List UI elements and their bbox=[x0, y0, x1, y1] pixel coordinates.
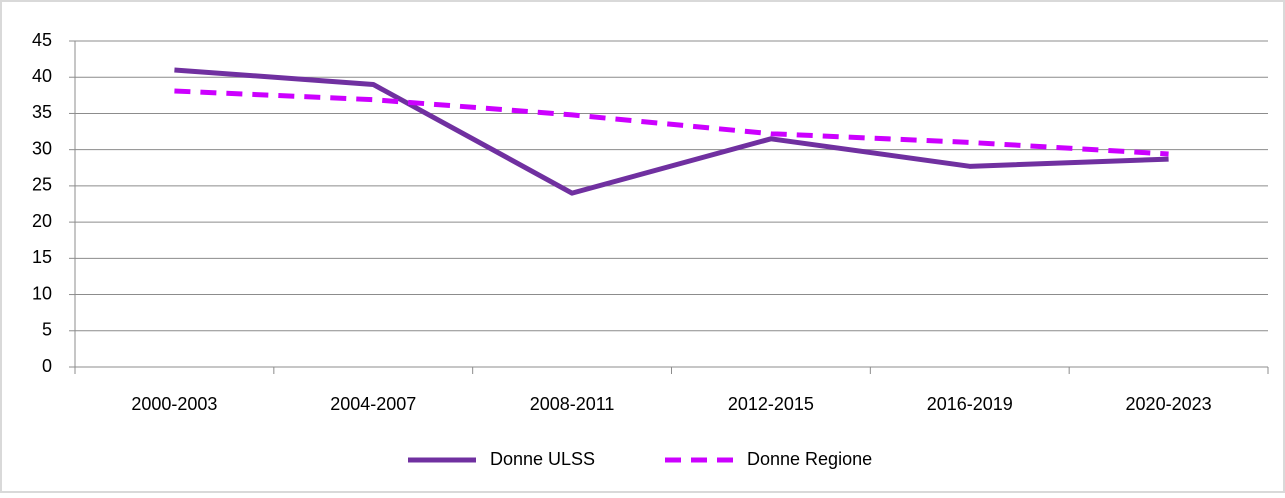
x-tick-label: 2016-2019 bbox=[927, 394, 1013, 414]
x-tick-label: 2008-2011 bbox=[530, 394, 615, 414]
y-tick-label: 35 bbox=[32, 102, 52, 122]
y-tick-label: 20 bbox=[32, 211, 52, 231]
data-line bbox=[174, 88, 1169, 157]
y-tick-label: 15 bbox=[32, 247, 52, 267]
x-tick-label: 2000-2003 bbox=[131, 394, 217, 414]
legend-label: Donne ULSS bbox=[490, 449, 595, 469]
data-line bbox=[174, 67, 1169, 196]
x-tick-label: 2020-2023 bbox=[1126, 394, 1212, 414]
y-tick-label: 25 bbox=[32, 175, 52, 195]
y-tick-label: 5 bbox=[42, 320, 52, 340]
x-tick-label: 2004-2007 bbox=[330, 394, 416, 414]
y-tick-label: 30 bbox=[32, 138, 52, 158]
x-tick-label: 2012-2015 bbox=[728, 394, 814, 414]
y-tick-label: 10 bbox=[32, 283, 52, 303]
y-tick-label: 45 bbox=[32, 30, 52, 50]
y-tick-label: 0 bbox=[42, 356, 52, 376]
y-tick-label: 40 bbox=[32, 66, 52, 86]
legend-label: Donne Regione bbox=[747, 449, 872, 469]
